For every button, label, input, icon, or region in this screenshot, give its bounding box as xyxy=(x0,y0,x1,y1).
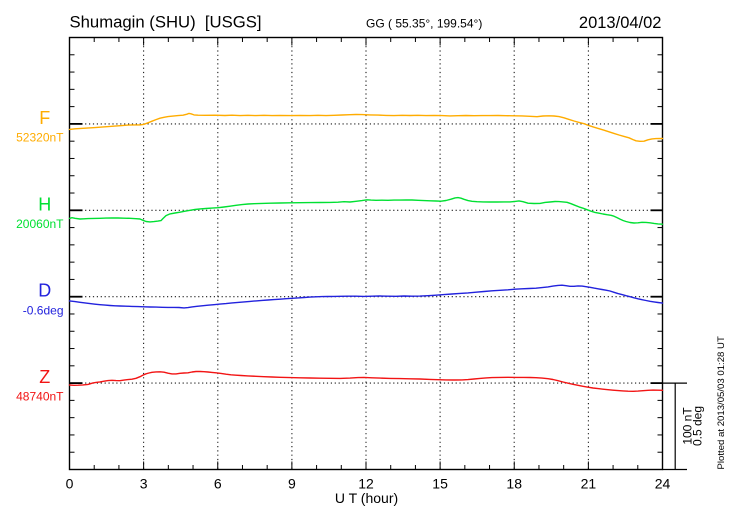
svg-text:3: 3 xyxy=(140,476,148,492)
svg-text:20060nT: 20060nT xyxy=(16,217,64,231)
svg-text:H: H xyxy=(38,194,51,214)
svg-text:Plotted at 2013/05/03 01:28 UT: Plotted at 2013/05/03 01:28 UT xyxy=(716,336,727,469)
svg-text:15: 15 xyxy=(432,476,448,492)
svg-text:24: 24 xyxy=(655,476,671,492)
svg-text:-0.6deg: -0.6deg xyxy=(23,303,64,317)
svg-text:GG ( 55.35°, 199.54°): GG ( 55.35°, 199.54°) xyxy=(366,16,482,30)
svg-text:6: 6 xyxy=(214,476,222,492)
svg-text:Z: Z xyxy=(39,367,50,387)
svg-text:48740nT: 48740nT xyxy=(16,390,64,404)
svg-text:52320nT: 52320nT xyxy=(16,131,64,145)
svg-text:100 nT: 100 nT xyxy=(681,407,695,445)
svg-text:9: 9 xyxy=(288,476,296,492)
svg-text:2013/04/02: 2013/04/02 xyxy=(579,14,662,32)
svg-text:0: 0 xyxy=(66,476,74,492)
svg-text:U T (hour): U T (hour) xyxy=(335,490,398,506)
svg-text:18: 18 xyxy=(506,476,522,492)
svg-text:21: 21 xyxy=(581,476,597,492)
svg-text:12: 12 xyxy=(358,476,374,492)
svg-text:D: D xyxy=(38,281,51,301)
svg-text:0.5 deg: 0.5 deg xyxy=(691,406,705,446)
svg-text:Shumagin (SHU) [USGS]: Shumagin (SHU) [USGS] xyxy=(70,12,262,31)
svg-text:F: F xyxy=(39,108,50,128)
